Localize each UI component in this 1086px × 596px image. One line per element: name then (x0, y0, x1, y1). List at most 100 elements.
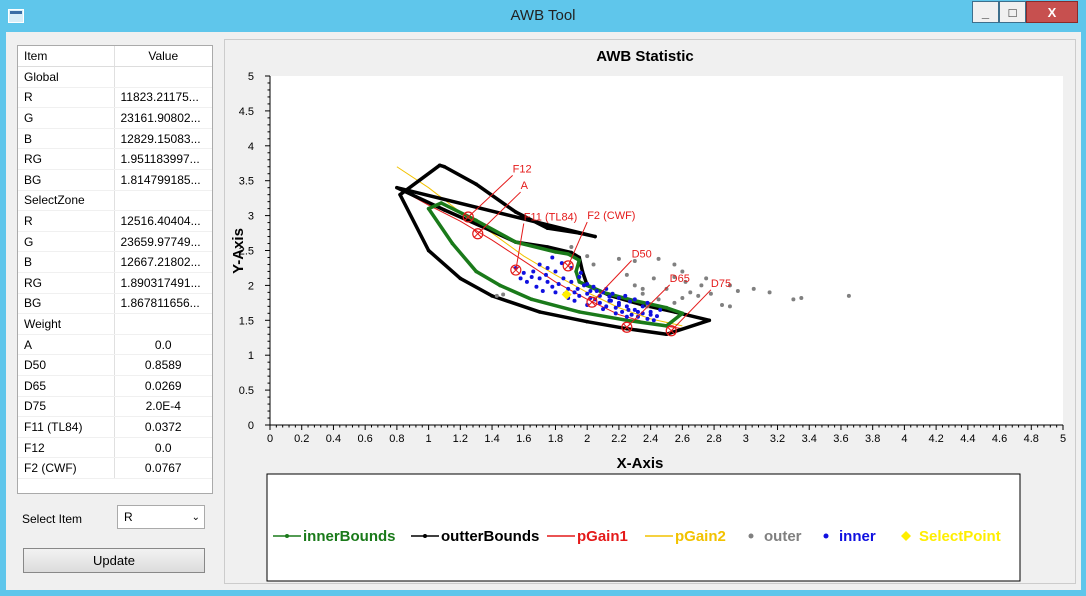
maximize-button[interactable]: □ (999, 1, 1026, 23)
x-tick-label: 2.6 (675, 433, 690, 445)
illuminant-marker (586, 296, 598, 308)
inner-point (529, 275, 534, 280)
table-row[interactable]: D75 2.0E-4 (18, 396, 212, 418)
x-tick-label: 1.2 (453, 433, 468, 445)
inner-point (545, 279, 550, 284)
outer-point (791, 297, 796, 302)
inner-point (645, 300, 650, 305)
illuminant-label: F12 (513, 163, 532, 175)
client-area: Item Value Global R 11823.21175... G 23161.9… (6, 32, 1081, 590)
column-header-item[interactable]: Item (18, 46, 115, 68)
table-row[interactable]: BG 1.867811656... (18, 293, 212, 315)
row-value-cell (114, 66, 212, 88)
table-row[interactable]: RG 1.951183997... (18, 148, 212, 171)
legend-swatch-dot (748, 533, 754, 539)
table-row[interactable]: B 12829.15083... (18, 128, 212, 150)
legend-box (266, 473, 1021, 582)
inner-point (550, 284, 555, 289)
x-tick-label: 0.8 (389, 433, 404, 445)
row-item-cell: RG (18, 272, 115, 294)
x-tick-label: 2 (584, 433, 590, 445)
legend-entry-label: outer (764, 528, 802, 545)
legend-entry-label: inner (839, 528, 876, 545)
illuminant-cross (622, 322, 632, 332)
table-row[interactable]: F11 (TL84) 0.0372 (18, 416, 212, 438)
inner-point (545, 265, 550, 270)
update-button[interactable]: Update (23, 548, 205, 573)
table-row[interactable]: A 0.0 (18, 334, 212, 356)
illuminant-leader (515, 223, 525, 271)
row-value-cell: 12516.40404... (114, 210, 212, 232)
table-row[interactable]: F12 0.0 (18, 437, 212, 459)
table-row[interactable]: D50 0.8589 (18, 354, 212, 376)
table-row[interactable]: RG 1.890317491... (18, 272, 212, 294)
illuminant-label: D65 (670, 273, 690, 285)
minimize-button[interactable]: _ (972, 1, 999, 23)
inner-point (524, 279, 529, 284)
outer-point (632, 283, 637, 288)
inner-point (616, 295, 621, 300)
outer-point (672, 262, 677, 267)
outer-point (680, 295, 685, 300)
x-tick-label: 4.6 (992, 433, 1007, 445)
inner-point (610, 291, 615, 296)
chevron-down-icon: ⌄ (191, 512, 200, 523)
table-row[interactable]: B 12667.21802... (18, 251, 212, 274)
outter-bounds-point (442, 208, 447, 212)
table-row[interactable]: F2 (CWF) 0.0767 (18, 457, 212, 479)
title-bar[interactable]: AWB Tool _ □ X (0, 0, 1086, 33)
inner-point (577, 275, 582, 280)
legend-entry-label: pGain2 (675, 528, 726, 545)
inner-point (531, 269, 536, 274)
table-row[interactable]: G 23659.97749... (18, 231, 212, 253)
outer-point (846, 293, 851, 298)
x-tick-label: 2.2 (611, 433, 626, 445)
table-row[interactable]: Weight (18, 313, 212, 335)
inner-point (635, 309, 640, 314)
select-item-dropdown[interactable]: R ⌄ (117, 505, 205, 529)
table-row[interactable]: Global (18, 66, 212, 88)
inner-point (632, 297, 637, 302)
row-value-cell: 0.0269 (114, 375, 212, 397)
x-tick-label: 0.6 (358, 433, 373, 445)
illuminant-leader (591, 260, 632, 303)
table-row[interactable]: R 11823.21175... (18, 87, 212, 109)
inner-point (616, 302, 621, 307)
inner-point (601, 307, 606, 312)
row-item-cell: B (18, 128, 115, 150)
inner-point (624, 304, 629, 309)
row-item-cell: G (18, 107, 115, 129)
table-row[interactable]: G 23161.90802... (18, 107, 212, 129)
row-item-cell: D65 (18, 375, 115, 397)
statistics-table[interactable]: Item Value Global R 11823.21175... G 23161.9… (17, 45, 213, 494)
legend-entry-label: innerBounds (303, 528, 396, 545)
row-item-cell: G (18, 231, 115, 253)
select-item-value: R (124, 510, 133, 524)
inner-point (626, 307, 631, 312)
inner-point (521, 270, 526, 275)
table-row[interactable]: SelectZone (18, 190, 212, 212)
outer-point (656, 297, 661, 302)
column-header-value[interactable]: Value (114, 46, 212, 68)
close-button[interactable]: X (1026, 1, 1078, 23)
table-row[interactable]: R 12516.40404... (18, 210, 212, 232)
outter-bounds-point (474, 182, 478, 186)
inner-bounds-point (498, 283, 502, 288)
inner-bounds-point (664, 305, 669, 310)
illuminant-cross (587, 297, 597, 307)
table-row[interactable]: BG 1.814799185... (18, 169, 212, 191)
outer-point (727, 304, 732, 309)
x-tick-label: 3.8 (865, 433, 880, 445)
x-tick-label: 4.4 (960, 433, 975, 445)
illuminant-marker (510, 264, 522, 276)
inner-bounds-point (514, 240, 518, 244)
inner-point (658, 307, 663, 312)
illuminant-label: A (521, 180, 529, 192)
inner-bounds-point (426, 206, 431, 211)
inner-point (585, 282, 590, 287)
illuminant-cross (473, 229, 483, 239)
x-tick-label: 5 (1060, 433, 1066, 445)
inner-point (518, 276, 523, 281)
x-tick-label: 1.4 (484, 433, 499, 445)
table-row[interactable]: D65 0.0269 (18, 375, 212, 397)
